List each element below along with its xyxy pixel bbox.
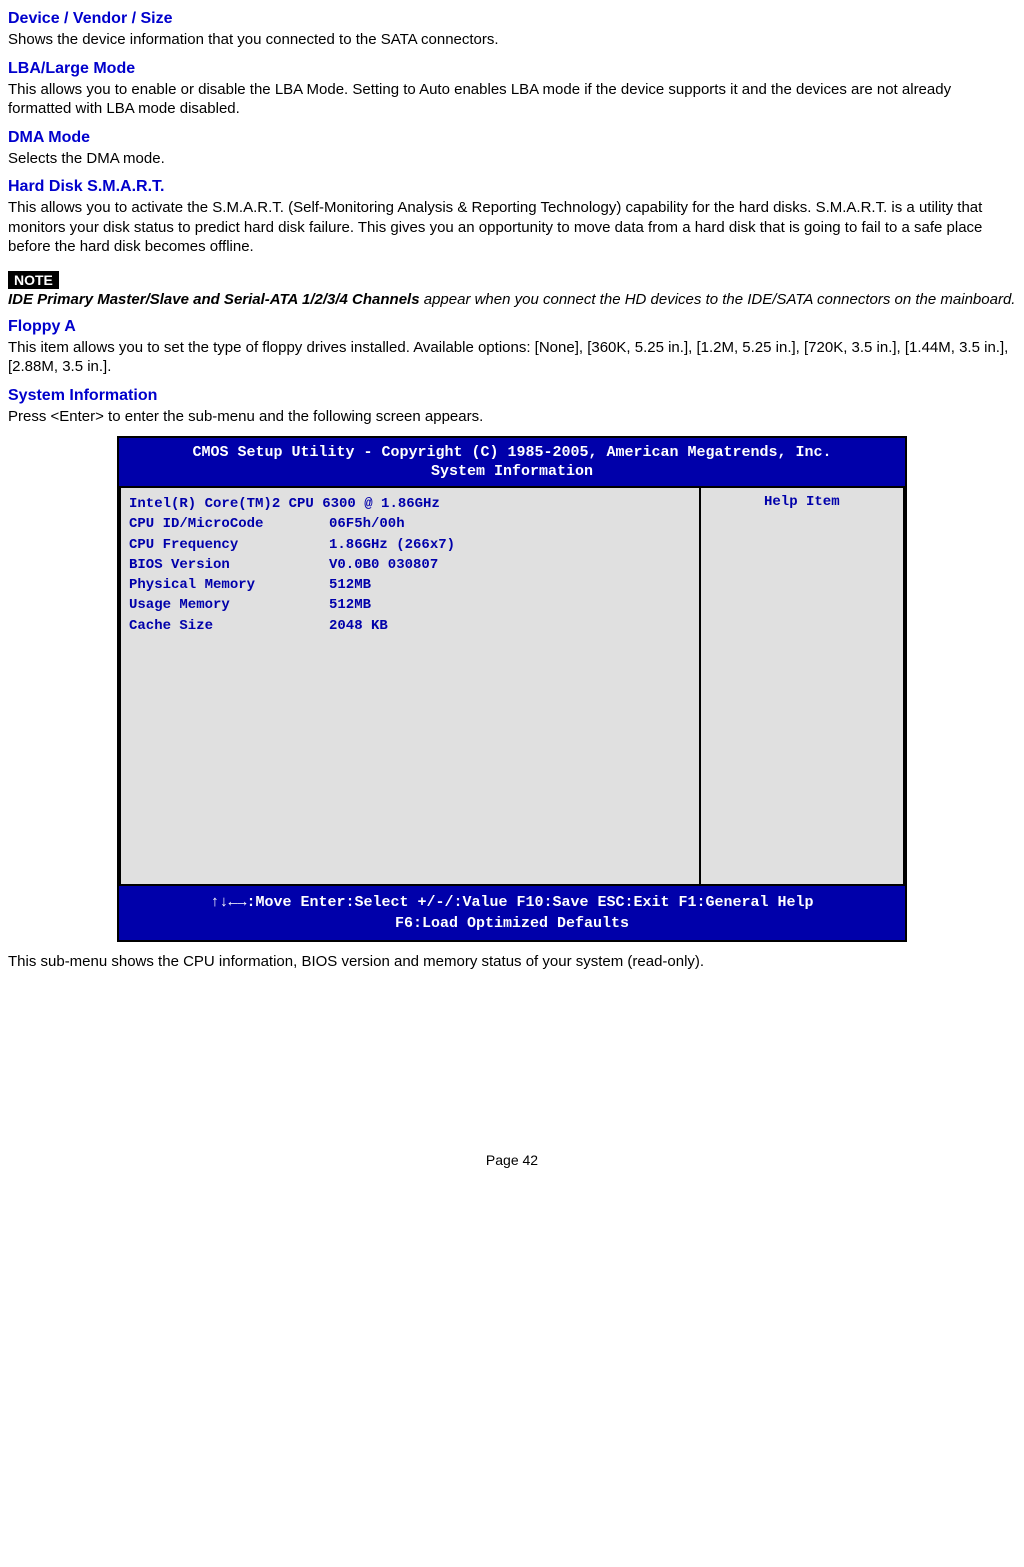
bios-row: Usage Memory512MB [129, 595, 691, 615]
bios-value: V0.0B0 030807 [329, 555, 691, 575]
bios-footer: ↑↓←→:Move Enter:Select +/-/:Value F10:Sa… [119, 886, 905, 940]
heading-smart: Hard Disk S.M.A.R.T. [8, 178, 1016, 196]
bios-row: Cache Size2048 KB [129, 616, 691, 636]
heading-dma: DMA Mode [8, 129, 1016, 147]
bios-label: CPU ID/MicroCode [129, 514, 329, 534]
bios-screenshot: CMOS Setup Utility - Copyright (C) 1985-… [117, 436, 907, 942]
bios-title: CMOS Setup Utility - Copyright (C) 1985-… [119, 438, 905, 463]
bios-label: BIOS Version [129, 555, 329, 575]
bios-help-header: Help Item [709, 494, 895, 510]
bios-cpu-line: Intel(R) Core(TM)2 CPU 6300 @ 1.86GHz [129, 494, 691, 514]
note-badge: NOTE [8, 271, 59, 289]
heading-sysinfo: System Information [8, 387, 1016, 405]
bios-label: Usage Memory [129, 595, 329, 615]
body-dma: Selects the DMA mode. [8, 149, 1016, 169]
bios-left-panel: Intel(R) Core(TM)2 CPU 6300 @ 1.86GHz CP… [119, 486, 701, 886]
body-sysinfo: Press <Enter> to enter the sub-menu and … [8, 407, 1016, 427]
bios-right-panel: Help Item [701, 486, 905, 886]
heading-lba: LBA/Large Mode [8, 60, 1016, 78]
bios-row: CPU ID/MicroCode06F5h/00h [129, 514, 691, 534]
closing-text: This sub-menu shows the CPU information,… [8, 952, 1016, 972]
body-smart: This allows you to activate the S.M.A.R.… [8, 198, 1016, 257]
bios-value: 2048 KB [329, 616, 691, 636]
body-floppy: This item allows you to set the type of … [8, 338, 1016, 377]
bios-row: Physical Memory512MB [129, 575, 691, 595]
bios-label: Cache Size [129, 616, 329, 636]
bios-value: 512MB [329, 595, 691, 615]
note-text: IDE Primary Master/Slave and Serial-ATA … [8, 291, 1016, 308]
page-number: Page 42 [8, 1152, 1016, 1178]
bios-footer-line2: F6:Load Optimized Defaults [119, 913, 905, 934]
bios-footer-line1: ↑↓←→:Move Enter:Select +/-/:Value F10:Sa… [119, 892, 905, 913]
bios-label: CPU Frequency [129, 535, 329, 555]
bios-value: 06F5h/00h [329, 514, 691, 534]
bios-row: BIOS VersionV0.0B0 030807 [129, 555, 691, 575]
note-bold: IDE Primary Master/Slave and Serial-ATA … [8, 291, 420, 308]
heading-device: Device / Vendor / Size [8, 10, 1016, 28]
bios-middle: Intel(R) Core(TM)2 CPU 6300 @ 1.86GHz CP… [119, 486, 905, 886]
heading-floppy: Floppy A [8, 318, 1016, 336]
bios-value: 512MB [329, 575, 691, 595]
note-rest: appear when you connect the HD devices t… [420, 291, 1016, 308]
bios-row: CPU Frequency1.86GHz (266x7) [129, 535, 691, 555]
bios-label: Physical Memory [129, 575, 329, 595]
body-lba: This allows you to enable or disable the… [8, 80, 1016, 119]
bios-subtitle: System Information [119, 463, 905, 486]
body-device: Shows the device information that you co… [8, 30, 1016, 50]
bios-value: 1.86GHz (266x7) [329, 535, 691, 555]
